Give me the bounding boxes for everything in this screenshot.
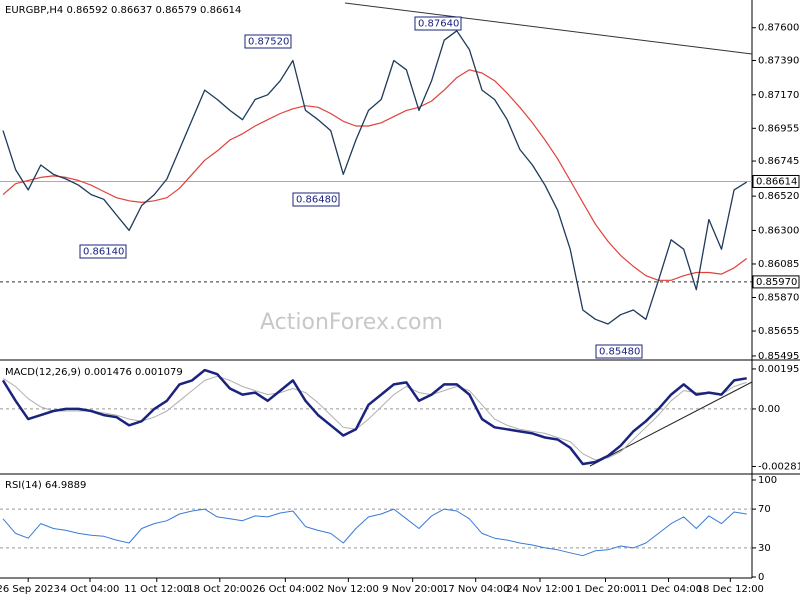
y-tick-label: 0.86300	[758, 225, 799, 236]
y-tick-label: 0.85870	[758, 292, 799, 303]
annotation: 0.87520	[248, 37, 289, 48]
y-tick-label: 0.86520	[758, 191, 799, 202]
annotation: 0.86140	[83, 247, 124, 258]
x-tick-label: 4 Oct 04:00	[61, 584, 120, 595]
y-tick-label: 0.87390	[758, 55, 799, 66]
annotation: 0.86480	[296, 195, 337, 206]
x-tick-label: 17 Nov 04:00	[442, 584, 509, 595]
y-tick-label: 0.001959	[758, 364, 800, 375]
annotation: 0.85480	[599, 347, 640, 358]
y-tick-label: 0.86745	[758, 156, 799, 167]
series-line	[1, 368, 747, 466]
series-line	[2, 375, 747, 461]
y-tick-label: 0.86955	[758, 123, 799, 134]
x-tick-label: 2 Nov 12:00	[318, 584, 379, 595]
x-tick-label: 11 Dec 04:00	[635, 584, 702, 595]
annotation-box	[292, 192, 340, 207]
y-tick-label: 0.00	[758, 404, 780, 415]
y-tick-label: 0.87600	[758, 23, 799, 34]
series-line	[2, 69, 748, 281]
x-tick-label: 18 Dec 12:00	[697, 584, 764, 595]
chart-title: EURGBP,H4 0.86592 0.86637 0.86579 0.8661…	[5, 5, 241, 16]
indicator-title: MACD(12,26,9) 0.001476 0.001079	[5, 367, 183, 378]
annotation-box	[244, 34, 292, 49]
x-tick-label: 1 Dec 20:00	[575, 584, 636, 595]
annotation-box	[414, 16, 462, 31]
trend-line	[344, 2, 753, 55]
y-tick-label: 0	[758, 572, 764, 583]
x-tick-label: 24 Nov 12:00	[506, 584, 573, 595]
indicator-title: RSI(14) 64.9889	[5, 480, 86, 491]
series-line	[2, 508, 747, 557]
y-tick-label: 30	[758, 543, 771, 554]
series-line	[2, 30, 748, 325]
y-tick-label: 0.87170	[758, 90, 799, 101]
annotation: 0.87640	[418, 19, 459, 30]
y-tick-label: 70	[758, 504, 771, 515]
annotation-box	[595, 344, 643, 359]
x-tick-label: 18 Oct 20:00	[187, 584, 252, 595]
x-tick-label: 26 Oct 04:00	[253, 584, 318, 595]
price-tag	[752, 174, 800, 188]
trend-line	[589, 381, 753, 467]
y-tick-label: 0.85495	[758, 351, 799, 362]
price-tag	[752, 275, 800, 289]
y-tick-label: 100	[758, 475, 777, 486]
y-tick-label: 0.85655	[758, 326, 799, 337]
y-tick-label: 0.86085	[758, 259, 799, 270]
annotation-box	[79, 244, 127, 259]
price-tag-label: 0.86614	[756, 176, 797, 187]
y-tick-label: -0.002818	[758, 461, 800, 472]
watermark: ActionForex.com	[260, 310, 443, 335]
x-tick-label: 11 Oct 12:00	[124, 584, 189, 595]
price-tag-label: 0.85970	[756, 277, 797, 288]
x-tick-label: 9 Nov 20:00	[382, 584, 443, 595]
x-tick-label: 26 Sep 2023	[0, 584, 60, 595]
